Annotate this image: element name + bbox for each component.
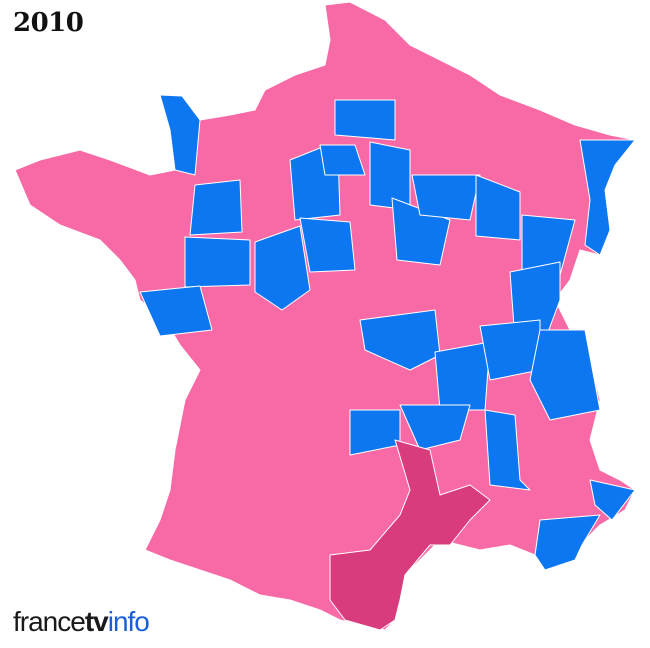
logo-part-info: info xyxy=(107,606,150,637)
year-title: 2010 xyxy=(13,8,84,38)
logo-part-tv: tv xyxy=(84,606,109,637)
department-region-18 xyxy=(434,341,491,411)
logo-part-france: france xyxy=(13,606,86,637)
department-region-23 xyxy=(484,409,531,491)
department-region-2 xyxy=(189,179,243,236)
department-region-4 xyxy=(254,225,311,311)
department-region-1 xyxy=(159,94,201,176)
department-region-15 xyxy=(579,139,636,256)
department-region-25 xyxy=(534,514,601,571)
department-region-3 xyxy=(184,236,251,288)
francetvinfo-logo: francetvinfo xyxy=(13,606,150,638)
department-region-9 xyxy=(369,141,411,211)
department-region-16 xyxy=(139,285,213,337)
department-region-20 xyxy=(529,329,601,421)
department-region-17 xyxy=(359,309,441,371)
department-region-22 xyxy=(399,404,471,451)
department-region-11 xyxy=(411,174,481,221)
department-region-24 xyxy=(589,479,636,521)
department-region-12 xyxy=(475,174,521,241)
department-region-6 xyxy=(299,217,356,273)
department-region-19 xyxy=(479,319,541,381)
department-region-7 xyxy=(334,99,396,141)
department-region-languedoc xyxy=(329,439,491,631)
department-region-8 xyxy=(319,144,366,176)
